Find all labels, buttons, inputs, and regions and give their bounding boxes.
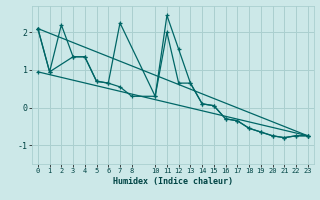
X-axis label: Humidex (Indice chaleur): Humidex (Indice chaleur): [113, 177, 233, 186]
